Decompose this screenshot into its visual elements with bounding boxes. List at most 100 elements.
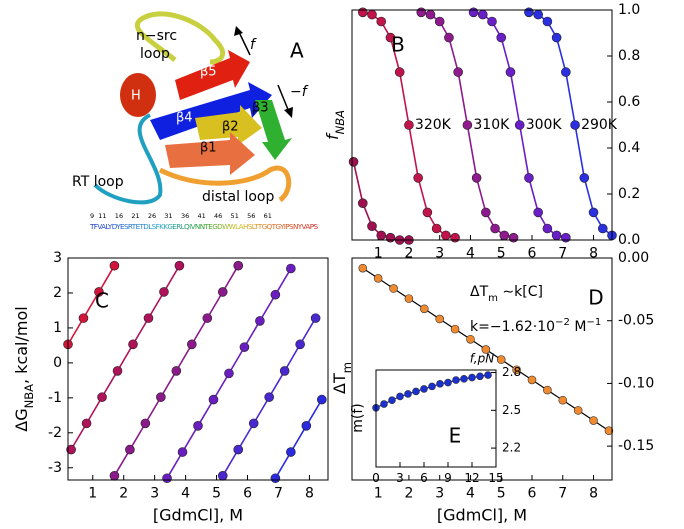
series-label: 290K xyxy=(581,117,618,133)
text-part: , kcal/mol xyxy=(12,306,31,384)
data-point xyxy=(208,394,219,405)
loop-label: RT loop xyxy=(72,174,124,190)
x-tick-label: 6 xyxy=(528,245,537,261)
x-tick-label: 7 xyxy=(558,245,567,261)
data-point xyxy=(125,444,135,455)
data-point xyxy=(468,373,476,382)
plot-area xyxy=(352,10,612,240)
plot-frame xyxy=(375,369,497,468)
data-point xyxy=(444,378,452,387)
y-tick-label: -3 xyxy=(48,460,62,476)
annotation: k=−1.62·10−2 M−1 xyxy=(470,317,601,336)
x-tick-label: 2 xyxy=(404,485,413,501)
data-point xyxy=(460,375,468,383)
data-point xyxy=(404,294,414,303)
x-tick-label: 8 xyxy=(589,485,598,501)
x-tick-label: 4 xyxy=(466,485,475,501)
data-point xyxy=(551,32,562,43)
x-tick-label: 4 xyxy=(181,485,190,501)
series-label: 320K xyxy=(415,117,452,133)
data-point xyxy=(453,67,463,77)
loop-label: loop xyxy=(140,46,170,62)
data-point xyxy=(367,221,377,231)
data-point xyxy=(217,287,228,297)
x-tick-label: 3 xyxy=(150,485,159,501)
x-tick-label: 3 xyxy=(435,485,444,501)
text-part: ΔG xyxy=(12,408,31,431)
data-point xyxy=(551,230,562,241)
y-tick-label: -0.05 xyxy=(618,313,654,329)
data-point xyxy=(425,9,436,20)
data-point xyxy=(434,16,445,27)
x-axis-label: [GdmCl], M xyxy=(153,506,243,525)
data-point xyxy=(233,444,244,455)
text-part: ΔT xyxy=(330,373,349,394)
data-point xyxy=(496,32,507,43)
data-point xyxy=(527,375,537,385)
data-point xyxy=(389,284,398,293)
strand-label: β5 xyxy=(200,65,217,80)
strand xyxy=(195,105,262,145)
data-point xyxy=(487,16,497,27)
data-point xyxy=(348,157,359,167)
data-point xyxy=(412,387,420,396)
x-tick-label: 2 xyxy=(119,485,128,501)
y-tick-label: -0.10 xyxy=(618,375,654,391)
y-tick-label: -0.15 xyxy=(618,438,654,454)
data-point xyxy=(422,207,433,218)
y-tick-label: 2.2 xyxy=(502,441,521,455)
data-point xyxy=(496,355,506,364)
y-tick-label: 0.0 xyxy=(618,232,640,248)
x-tick-label: 8 xyxy=(305,485,314,501)
data-point xyxy=(604,426,614,436)
x-tick-label: 6 xyxy=(420,471,428,485)
panel-label: C xyxy=(95,289,109,313)
data-point xyxy=(589,416,598,425)
data-point xyxy=(524,173,534,183)
data-point xyxy=(239,342,250,352)
loop-ribbon xyxy=(158,165,292,203)
y-tick-label: 3 xyxy=(53,250,62,266)
data-point xyxy=(533,207,543,218)
data-point xyxy=(588,207,599,218)
data-point xyxy=(357,7,368,18)
text-part: M xyxy=(570,319,587,335)
data-point xyxy=(573,406,583,415)
helix xyxy=(120,73,156,117)
data-point xyxy=(570,120,580,130)
data-point xyxy=(376,230,387,241)
data-point xyxy=(270,473,281,484)
data-point xyxy=(78,313,89,323)
data-point xyxy=(358,263,368,273)
data-point xyxy=(310,313,321,323)
loop-ribbon xyxy=(93,113,163,205)
panel-label: D xyxy=(588,286,603,310)
loop-label: distal loop xyxy=(202,189,274,205)
data-point xyxy=(441,230,451,241)
data-point xyxy=(481,345,491,354)
text-part: ΔT xyxy=(470,284,489,300)
x-tick-label: 3 xyxy=(396,471,404,485)
data-point xyxy=(499,230,510,241)
data-point xyxy=(413,173,423,183)
data-point xyxy=(579,173,590,183)
data-point xyxy=(367,9,377,20)
data-point xyxy=(317,394,327,405)
residue-numbers: 9 11 16 21 26 31 36 41 46 51 56 61 xyxy=(90,212,272,220)
data-point xyxy=(388,396,396,405)
data-point xyxy=(436,380,444,388)
x-axis-label: [GdmCl], M xyxy=(437,506,527,525)
data-point xyxy=(286,447,296,457)
plot-frame xyxy=(351,9,613,241)
data-point xyxy=(420,304,429,314)
x-tick-label: 2 xyxy=(404,245,413,261)
data-point xyxy=(508,232,519,243)
y-tick-label: 2.8 xyxy=(502,365,521,379)
sequence: TFVALYDYESRTETDLSFKKGERLQIVNNTEGDWWLAHSL… xyxy=(89,222,318,231)
data-point xyxy=(162,473,172,484)
data-point xyxy=(255,316,265,326)
strand xyxy=(150,82,272,140)
data-point xyxy=(380,400,388,408)
series-line xyxy=(274,399,323,479)
